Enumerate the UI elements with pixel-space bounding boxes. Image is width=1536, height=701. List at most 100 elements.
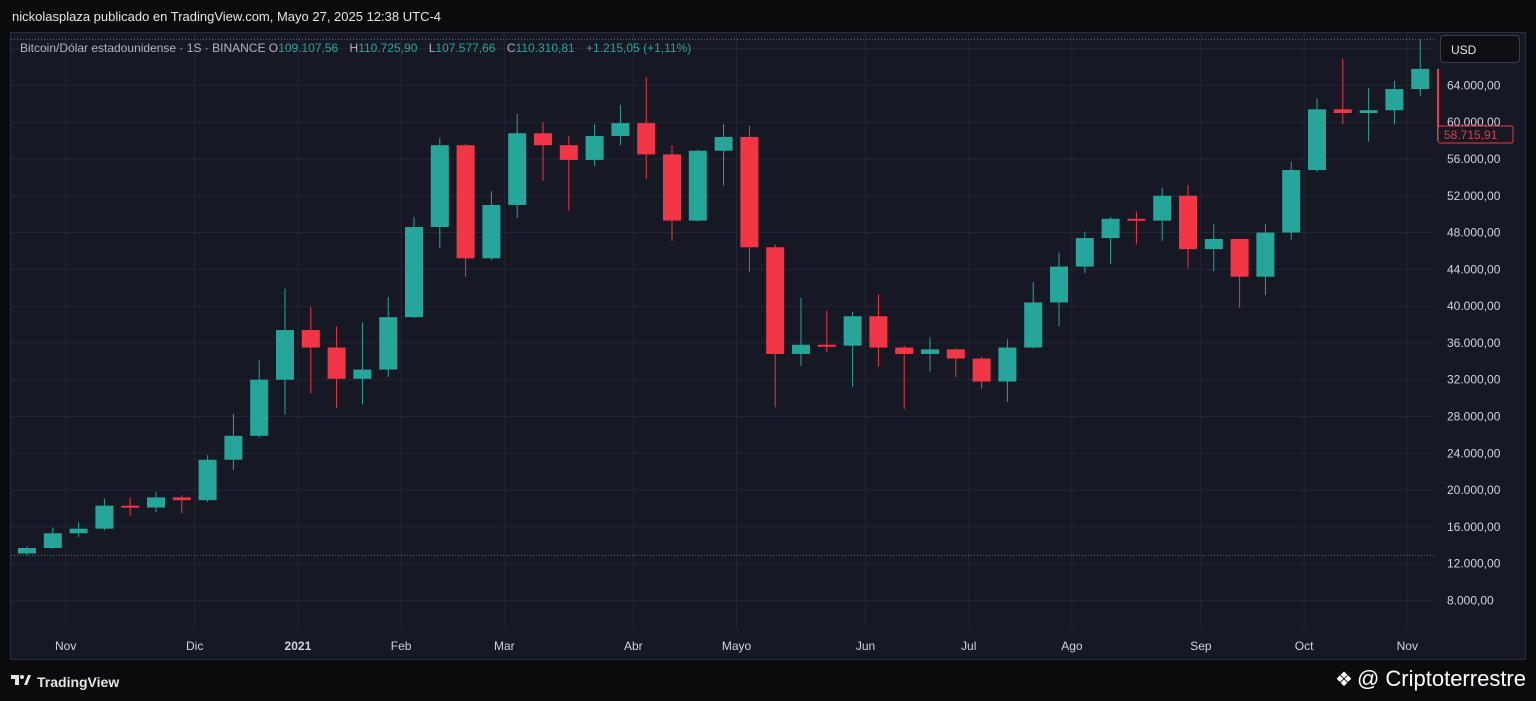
- time-tick-label: Mar: [494, 639, 515, 653]
- price-tick-label: 48.000,00: [1447, 226, 1501, 240]
- close-label: C: [506, 41, 516, 55]
- time-tick-label: Jun: [856, 639, 875, 653]
- candle: [559, 135, 578, 211]
- price-tick-label: 36.000,00: [1447, 336, 1501, 350]
- candle-body: [637, 123, 656, 155]
- time-tick-label: Nov: [55, 639, 76, 653]
- candle-body: [1179, 195, 1197, 250]
- candles-group: [18, 39, 1439, 556]
- candle-body: [534, 133, 552, 146]
- watermark-text: ❖ @ Criptoterrestre: [1335, 666, 1526, 692]
- candle: [895, 345, 914, 410]
- high-value: 110.725,90: [358, 41, 418, 55]
- price-tick-label: 64.000,00: [1447, 78, 1501, 92]
- candle-body: [95, 505, 114, 529]
- price-tick-label: 32.000,00: [1447, 373, 1501, 387]
- change-value: +1.215,05 (+1,11%): [586, 41, 692, 55]
- diamond-logo-icon: ❖: [1335, 669, 1353, 691]
- open-value: 109.107,56: [278, 41, 339, 55]
- candle-body: [1411, 68, 1430, 90]
- candle-body: [250, 379, 269, 436]
- candle-body: [456, 145, 475, 259]
- candle: [430, 137, 449, 249]
- candle-body: [508, 133, 527, 205]
- candle-body: [1359, 110, 1378, 114]
- candle: [1153, 187, 1172, 241]
- candle: [456, 144, 475, 277]
- candle-body: [1256, 232, 1275, 277]
- price-tick-label: 28.000,00: [1447, 409, 1501, 423]
- time-tick-label: Mayo: [722, 639, 752, 653]
- published-line: nickolasplaza publicado en TradingView.c…: [12, 9, 442, 24]
- candle: [688, 149, 707, 222]
- candle: [172, 495, 191, 514]
- candle: [792, 297, 810, 366]
- candle-body: [43, 533, 62, 548]
- candle-body: [1282, 170, 1301, 233]
- candle-body: [972, 358, 991, 382]
- candle: [379, 296, 398, 377]
- publication-header: nickolasplaza publicado en TradingView.c…: [0, 0, 1536, 32]
- candle-body: [792, 344, 810, 354]
- high-label: H: [349, 41, 359, 55]
- candle-body: [1050, 266, 1068, 303]
- candle: [869, 294, 888, 367]
- candle-body: [18, 547, 36, 554]
- price-tick-label: 44.000,00: [1447, 262, 1501, 276]
- candle: [276, 288, 294, 415]
- price-tick-label: 40.000,00: [1447, 299, 1501, 313]
- candle-body: [585, 135, 604, 160]
- symbol-name: Bitcoin/Dólar estadounidense · 1S · BINA…: [20, 41, 266, 55]
- price-tick-label: 56.000,00: [1447, 152, 1501, 166]
- candle: [1075, 231, 1094, 274]
- candle-body: [1024, 302, 1043, 348]
- candle: [637, 77, 656, 180]
- candle: [1230, 238, 1249, 308]
- candle: [1385, 80, 1404, 125]
- candle-body: [172, 497, 191, 501]
- candle-body: [817, 344, 836, 347]
- currency-button[interactable]: USD: [1440, 35, 1520, 63]
- candle: [147, 491, 165, 513]
- candle-body: [301, 330, 320, 348]
- candle-body: [198, 459, 217, 501]
- time-tick-label: Dic: [186, 639, 203, 653]
- candle: [482, 191, 501, 261]
- time-tick-label: Ago: [1061, 639, 1083, 653]
- candle: [1204, 224, 1223, 272]
- candle: [1050, 252, 1068, 327]
- candle: [1127, 211, 1146, 245]
- candle-body: [121, 505, 140, 508]
- footer: TradingView ❖ @ Criptoterrestre: [0, 661, 1536, 701]
- candle-body: [1127, 218, 1146, 221]
- candle: [95, 498, 114, 531]
- time-tick-label: Sep: [1190, 639, 1212, 653]
- candle: [1256, 224, 1275, 296]
- open-label: O: [268, 41, 279, 55]
- close-value: 110.310,81: [515, 41, 575, 55]
- candle: [43, 527, 62, 549]
- candle-body: [1204, 238, 1223, 250]
- candle-body: [766, 247, 785, 354]
- time-tick-label: 2021: [285, 639, 312, 653]
- candle-body: [147, 497, 165, 508]
- candle-body: [353, 369, 372, 379]
- price-tick-label: 12.000,00: [1447, 557, 1501, 571]
- candle: [921, 337, 939, 372]
- candle-body: [1333, 109, 1352, 114]
- candle-body: [1153, 195, 1172, 221]
- candle-body: [224, 435, 243, 460]
- candle: [663, 145, 681, 241]
- tradingview-logo-text: TradingView: [37, 674, 120, 690]
- candle: [405, 216, 423, 319]
- candle-body: [379, 317, 398, 370]
- candle: [714, 124, 733, 186]
- last-price-label: 58.715,91: [1444, 128, 1498, 142]
- candle-body: [1230, 238, 1249, 277]
- candle-body: [714, 136, 733, 151]
- candle: [353, 322, 372, 405]
- candle: [1179, 184, 1197, 269]
- candle: [69, 522, 88, 537]
- candle-body: [69, 528, 88, 534]
